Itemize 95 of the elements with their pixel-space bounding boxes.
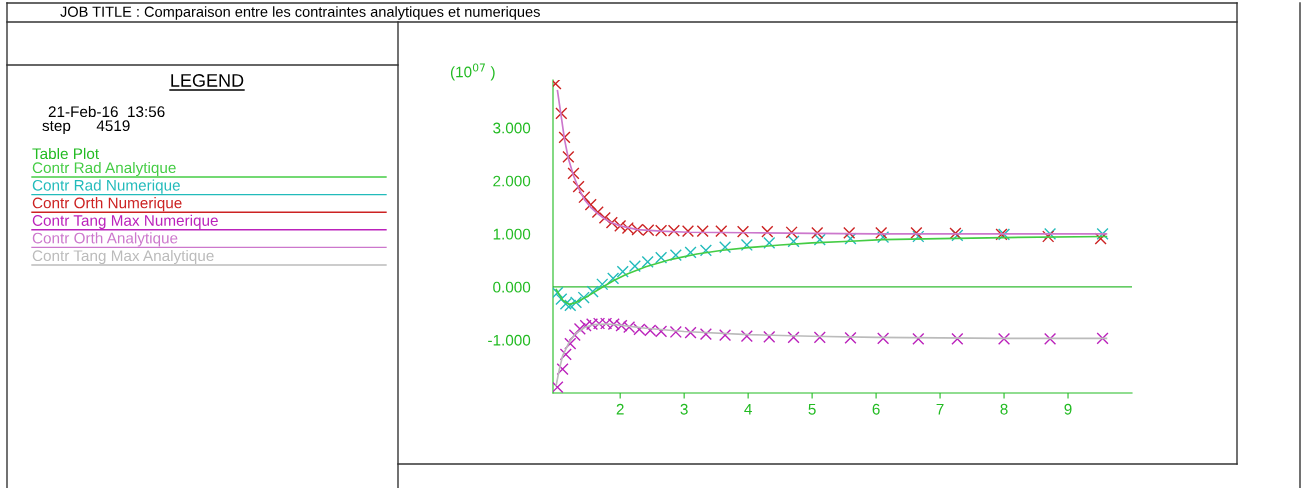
point	[553, 381, 564, 393]
point	[669, 325, 682, 339]
point	[763, 330, 776, 343]
text: Contr Rad Analytique	[32, 161, 176, 177]
point	[1094, 232, 1107, 245]
point	[912, 332, 925, 345]
text: Contr Orth Analytique	[32, 232, 178, 247]
point	[844, 232, 857, 245]
text: Contr Orth Numerique	[32, 197, 182, 212]
y-axis-title: (10$^{07}$ )	[450, 63, 495, 81]
point	[579, 319, 592, 332]
point	[699, 328, 712, 341]
point	[719, 329, 732, 342]
point	[696, 225, 709, 238]
point	[951, 332, 964, 345]
line-series	[556, 89, 1108, 235]
point	[910, 226, 923, 239]
point	[641, 255, 654, 269]
point	[564, 299, 577, 312]
x-tick-label: 2	[616, 403, 624, 415]
point	[567, 167, 580, 180]
line-series	[555, 235, 1108, 306]
point	[564, 337, 577, 350]
point	[628, 260, 641, 273]
point	[559, 348, 572, 361]
point	[572, 180, 585, 193]
y-tick-label: 2.000	[493, 175, 531, 187]
x-tick-label: 9	[1064, 403, 1072, 415]
text: Contr Tang Max Analytique	[32, 249, 214, 265]
point	[740, 330, 753, 343]
point	[787, 235, 800, 248]
point	[811, 226, 824, 239]
y-tick-label: 1.000	[493, 228, 531, 240]
point	[555, 293, 568, 306]
point	[562, 150, 575, 163]
text: Contr Tang Max Numerique	[32, 214, 218, 229]
point	[596, 278, 609, 291]
y-tick-label: -1.000	[488, 334, 531, 346]
point	[699, 244, 712, 257]
point	[719, 241, 732, 254]
point	[785, 226, 798, 239]
point	[669, 248, 682, 262]
point	[761, 225, 774, 238]
text: JOB TITLE : Comparaison entre les contraintes analytiques et numeriques	[60, 6, 540, 20]
point	[655, 251, 668, 264]
point	[592, 317, 606, 330]
point	[615, 319, 628, 332]
point	[912, 230, 925, 243]
point	[684, 246, 697, 259]
point	[684, 326, 697, 339]
text: 21-Feb-16 13:56	[48, 105, 165, 118]
point	[1044, 332, 1057, 345]
point	[813, 331, 826, 344]
y-tick-label: 3.000	[493, 122, 531, 134]
point	[813, 233, 826, 246]
line-series	[555, 323, 1108, 386]
point	[877, 332, 890, 345]
point	[605, 216, 618, 229]
point	[843, 226, 856, 239]
x-tick-label: 8	[1000, 403, 1008, 415]
point	[607, 272, 620, 285]
point	[586, 285, 599, 298]
x-tick-label: 7	[936, 403, 944, 415]
point	[877, 230, 890, 244]
point	[573, 322, 586, 335]
point	[1096, 227, 1109, 240]
text: Contr Rad Numerique	[32, 179, 180, 194]
point	[740, 238, 753, 252]
point	[616, 265, 629, 278]
point	[577, 291, 590, 304]
point	[598, 211, 611, 225]
point	[997, 332, 1011, 345]
text: step 4519	[42, 120, 130, 135]
point	[591, 206, 604, 219]
point	[584, 198, 597, 211]
point	[553, 286, 564, 299]
point	[763, 236, 776, 249]
x-tick-label: 6	[872, 403, 880, 415]
x-tick-label: 5	[808, 403, 816, 415]
point	[875, 226, 888, 239]
point	[614, 219, 627, 232]
point	[787, 331, 800, 344]
point	[1096, 332, 1109, 345]
point	[715, 225, 728, 238]
point	[558, 131, 571, 144]
point	[555, 107, 568, 120]
point	[736, 225, 750, 238]
text: LEGEND	[171, 74, 244, 87]
y-tick-label: 0.000	[493, 281, 531, 293]
legend-title: Table Plot	[32, 147, 99, 160]
point	[556, 363, 569, 376]
point	[578, 191, 591, 204]
x-tick-label: 4	[744, 403, 752, 415]
point	[844, 331, 857, 344]
x-tick-label: 3	[680, 403, 688, 415]
